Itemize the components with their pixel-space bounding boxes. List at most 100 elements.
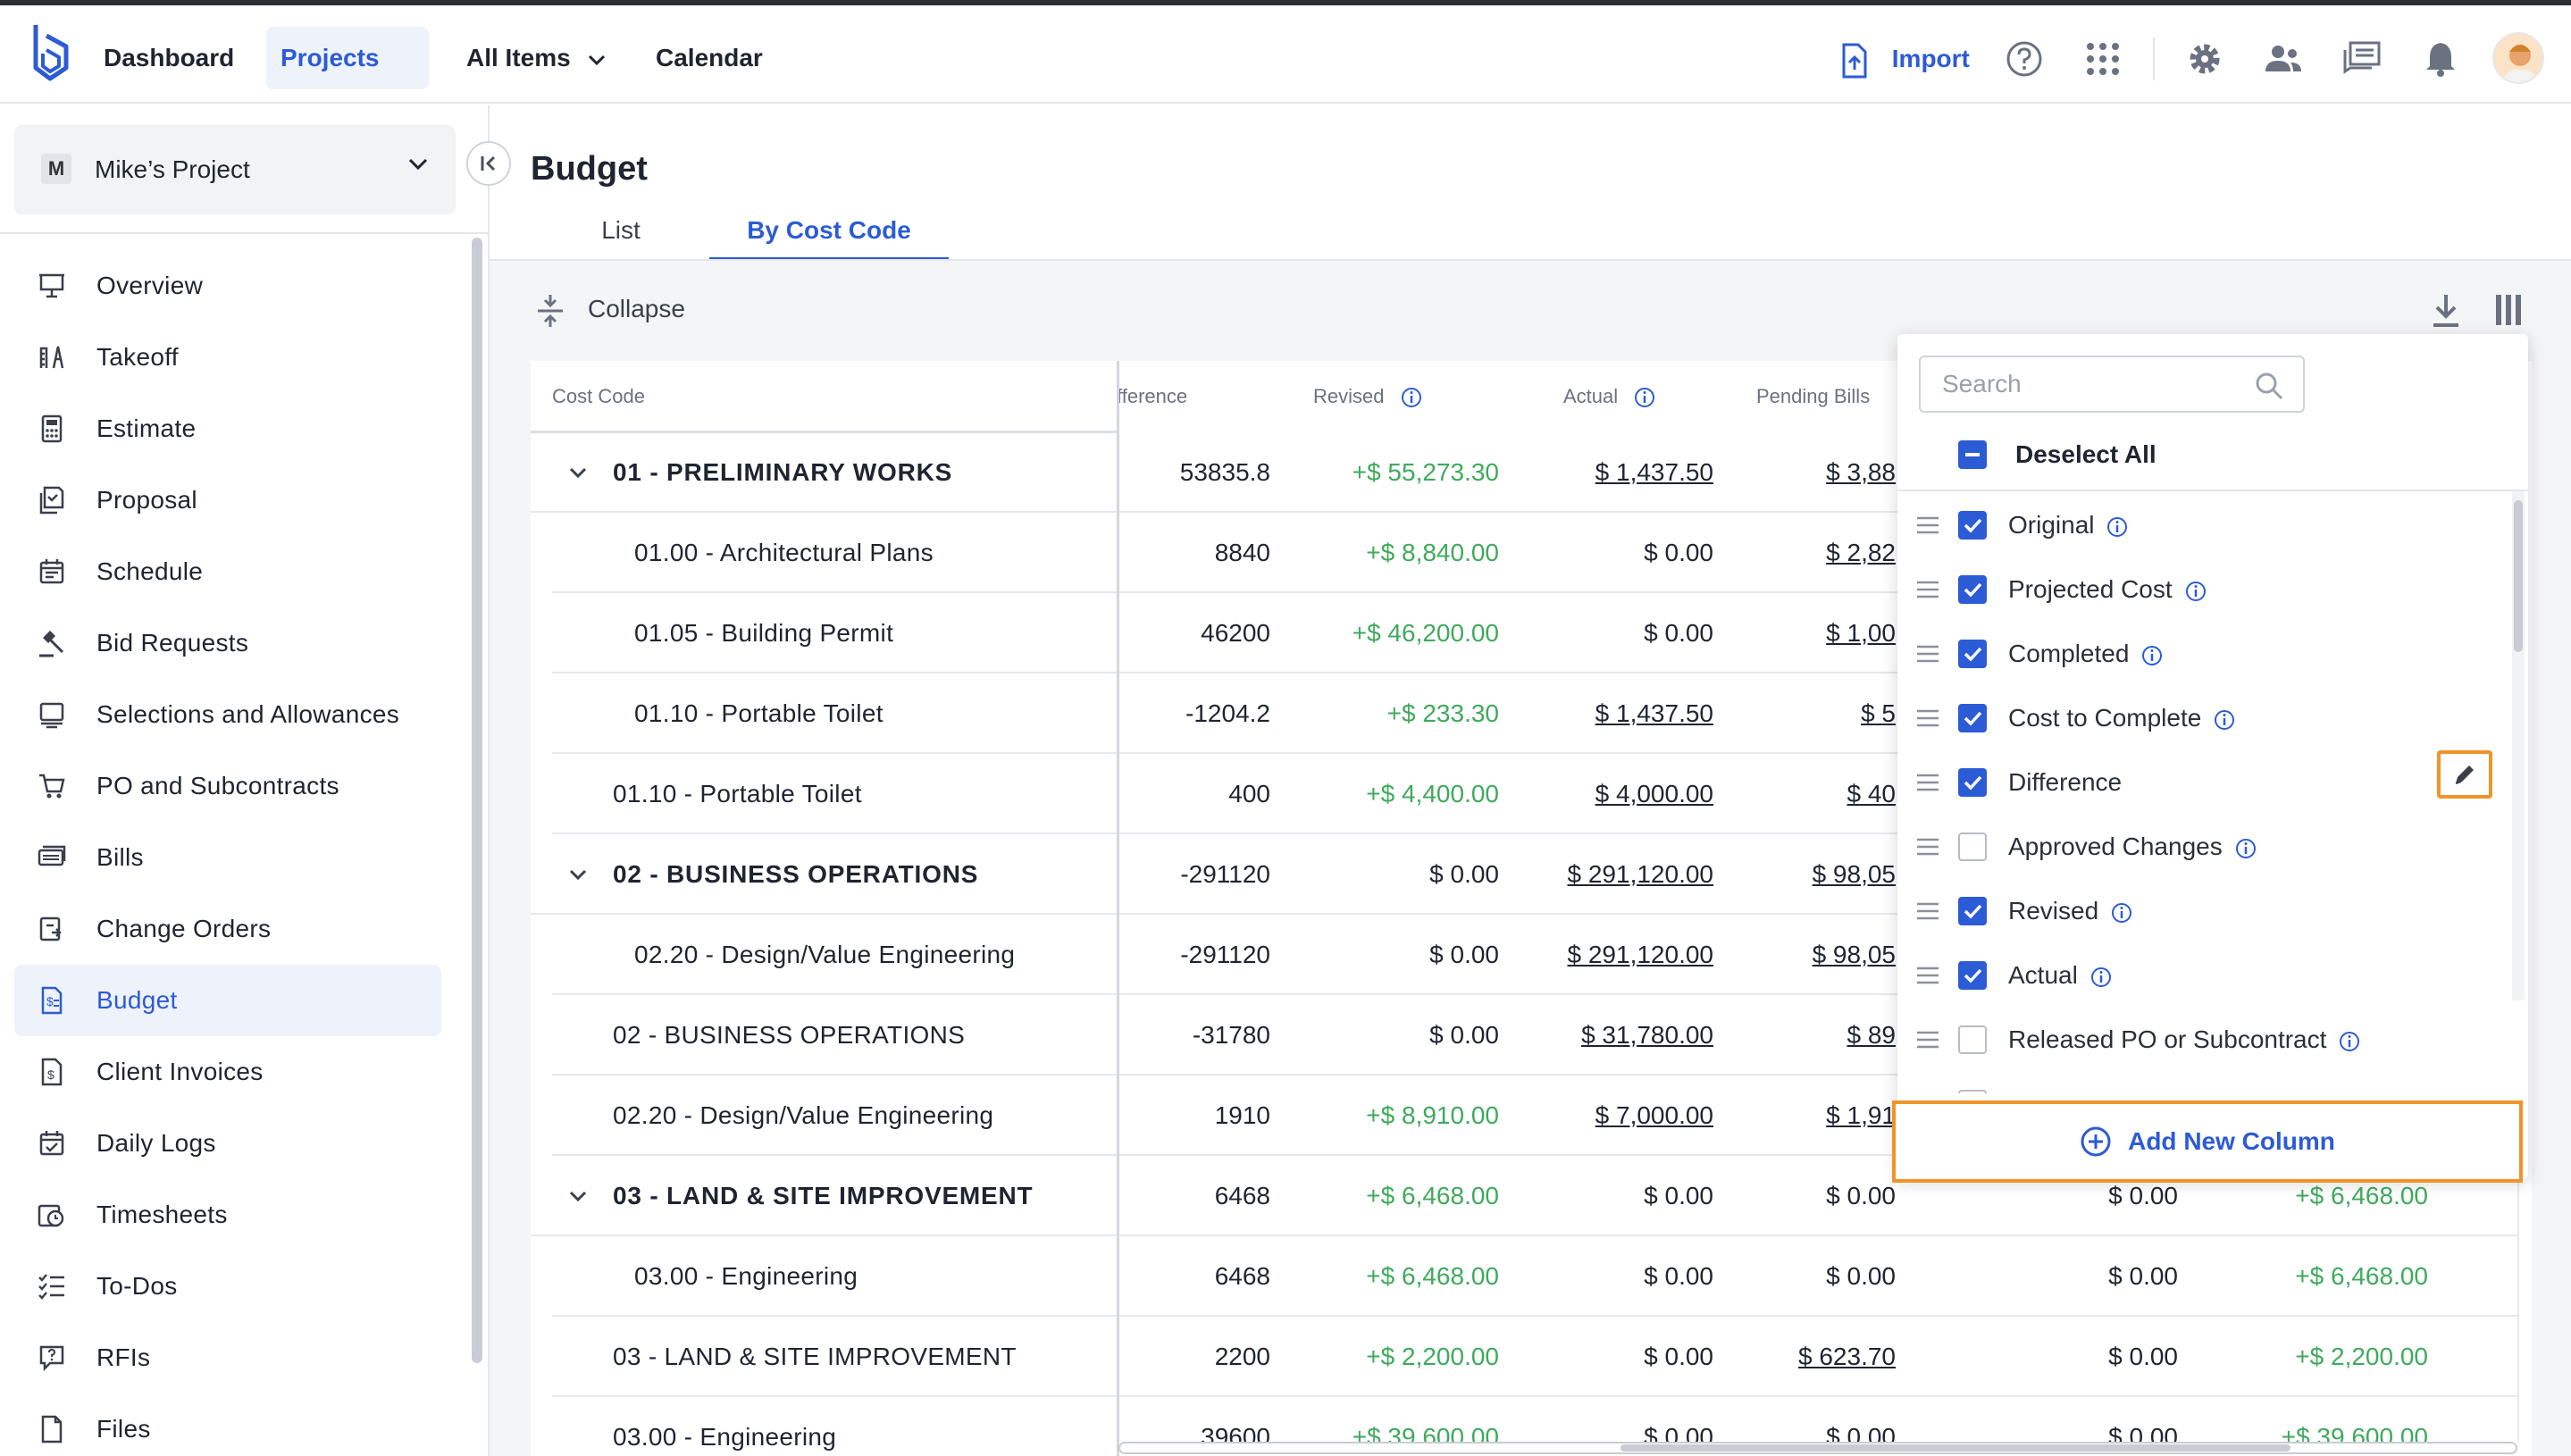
panel-scrollbar-thumb[interactable] <box>2514 500 2523 652</box>
messages-icon[interactable] <box>2341 38 2383 80</box>
cell-pending-bills[interactable]: $ 623.70 <box>1798 1343 1896 1370</box>
collapse-sidebar-button[interactable] <box>466 141 511 186</box>
scrollbar-thumb[interactable] <box>1620 1444 2290 1452</box>
sidebar-item-change-orders[interactable]: Change Orders <box>14 893 441 965</box>
table-row[interactable]: 02 - BUSINESS OPERATIONS -291120 $ 0.00 $ 2… <box>531 834 2517 915</box>
checked-checkbox[interactable] <box>1958 511 1987 540</box>
chevron-down-icon[interactable] <box>568 466 588 479</box>
add-new-column-button[interactable]: Add New Column <box>1892 1100 2523 1183</box>
nav-all-items[interactable]: All Items <box>452 27 620 89</box>
sidebar-item-to-dos[interactable]: To-Dos <box>14 1251 441 1322</box>
cell-actual[interactable]: $ 1,437.50 <box>1595 458 1713 486</box>
checked-checkbox[interactable] <box>1958 640 1987 668</box>
column-header-revised[interactable]: Revised <box>1313 370 1422 423</box>
info-icon[interactable] <box>2111 902 2132 924</box>
column-option-pending-po-or-subcontract[interactable]: Pending PO or Subcontract <box>1897 1072 2514 1093</box>
sidebar-item-bid-requests[interactable]: Bid Requests <box>14 607 441 679</box>
tab-list[interactable]: List <box>601 216 641 244</box>
chevron-down-icon[interactable] <box>568 1190 588 1202</box>
info-icon[interactable] <box>1634 387 1655 408</box>
table-row[interactable]: 01.00 - Architectural Plans 8840 +$ 8,840.… <box>531 513 2517 593</box>
sidebar-scrollbar[interactable] <box>472 238 482 1363</box>
info-icon[interactable] <box>2235 838 2257 859</box>
help-icon[interactable] <box>2003 38 2046 80</box>
indeterminate-checkbox-icon[interactable] <box>1958 440 1987 469</box>
column-header-actual[interactable]: Actual <box>1563 370 1655 423</box>
table-row[interactable]: 01.10 - Portable Toilet 400 +$ 4,400.00 $ 4… <box>531 754 2517 834</box>
drag-handle-icon[interactable] <box>1915 901 1940 921</box>
checked-checkbox[interactable] <box>1958 704 1987 732</box>
cell-actual[interactable]: $ 291,120.00 <box>1567 941 1714 968</box>
info-icon[interactable] <box>2339 1031 2360 1052</box>
collapse-rows-icon[interactable] <box>536 293 565 329</box>
settings-gear-icon[interactable] <box>2183 38 2226 80</box>
column-header-pending-bills[interactable]: Pending Bills <box>1756 385 1871 407</box>
drag-handle-icon[interactable] <box>1915 515 1940 535</box>
drag-handle-icon[interactable] <box>1915 644 1940 664</box>
table-row[interactable]: 03 - LAND & SITE IMPROVEMENT 6468 +$ 6,468… <box>531 1156 2517 1236</box>
chevron-down-icon[interactable] <box>568 868 588 881</box>
column-header-difference[interactable]: fference <box>1117 385 1188 407</box>
info-icon[interactable] <box>2090 966 2112 988</box>
cell-pending-bills[interactable]: $ 98,05 <box>1812 941 1896 968</box>
info-icon[interactable] <box>1401 387 1422 408</box>
cell-pending-bills[interactable]: $ 1,91 <box>1826 1101 1896 1129</box>
cell-actual[interactable]: $ 31,780.00 <box>1581 1021 1713 1049</box>
cell-pending-bills[interactable]: $ 98,05 <box>1812 860 1896 888</box>
column-option-projected-cost[interactable]: Projected Cost <box>1897 557 2514 622</box>
info-icon[interactable] <box>2214 709 2235 731</box>
drag-handle-icon[interactable] <box>1915 837 1940 857</box>
table-row[interactable]: 02.20 - Design/Value Engineering 1910 +$ 8… <box>531 1075 2517 1156</box>
column-search-input[interactable] <box>1922 359 2244 409</box>
cell-actual[interactable]: $ 1,437.50 <box>1595 699 1713 727</box>
drag-handle-icon[interactable] <box>1915 966 1940 985</box>
import-button[interactable]: Import <box>1840 38 1970 80</box>
cell-pending-bills[interactable]: $ 5 <box>1861 699 1896 727</box>
sidebar-item-bills[interactable]: Bills <box>14 822 441 893</box>
column-option-difference[interactable]: Difference <box>1897 750 2514 815</box>
table-row[interactable]: 02 - BUSINESS OPERATIONS -31780 $ 0.00 $ 31… <box>531 995 2517 1075</box>
sidebar-item-estimate[interactable]: Estimate <box>14 393 441 464</box>
sidebar-item-proposal[interactable]: Proposal <box>14 464 441 536</box>
drag-handle-icon[interactable] <box>1915 773 1940 792</box>
column-option-actual[interactable]: Actual <box>1897 943 2514 1008</box>
info-icon[interactable] <box>2185 581 2207 602</box>
cell-actual[interactable]: $ 4,000.00 <box>1595 780 1713 807</box>
nav-calendar[interactable]: Calendar <box>656 44 763 71</box>
nav-projects[interactable]: Projects <box>266 27 429 128</box>
column-option-revised[interactable]: Revised <box>1897 879 2514 943</box>
columns-settings-icon[interactable] <box>2494 293 2523 327</box>
checked-checkbox[interactable] <box>1958 575 1987 604</box>
edit-column-button[interactable] <box>2437 750 2492 799</box>
sidebar-item-overview[interactable]: Overview <box>14 250 441 322</box>
app-logo-icon[interactable] <box>29 21 71 86</box>
sidebar-item-budget[interactable]: $ Budget <box>14 965 441 1036</box>
column-option-completed[interactable]: Completed <box>1897 622 2514 686</box>
unchecked-checkbox[interactable] <box>1958 1025 1987 1054</box>
deselect-all-toggle[interactable]: Deselect All <box>1958 432 2156 477</box>
column-search-field[interactable] <box>1919 356 2305 413</box>
column-option-approved-changes[interactable]: Approved Changes <box>1897 815 2514 879</box>
project-selector[interactable]: M Mike’s Project <box>14 125 456 214</box>
cell-pending-bills[interactable]: $ 1,00 <box>1826 619 1896 647</box>
cell-pending-bills[interactable]: $ 89 <box>1847 1021 1897 1049</box>
nav-dashboard[interactable]: Dashboard <box>104 44 235 71</box>
sidebar-item-timesheets[interactable]: Timesheets <box>14 1179 441 1251</box>
cell-pending-bills[interactable]: $ 2,82 <box>1826 539 1896 566</box>
unchecked-checkbox[interactable] <box>1958 833 1987 861</box>
table-row[interactable]: 01.10 - Portable Toilet -1204.2 +$ 233.30 $… <box>531 674 2517 754</box>
info-icon[interactable] <box>2106 516 2128 538</box>
sidebar-item-schedule[interactable]: Schedule <box>14 536 441 607</box>
cell-actual[interactable]: $ 7,000.00 <box>1595 1101 1713 1129</box>
info-icon[interactable] <box>2141 645 2163 666</box>
panel-scrollbar[interactable] <box>2512 491 2525 1000</box>
table-row[interactable]: 01.05 - Building Permit 46200 +$ 46,200.00… <box>531 593 2517 674</box>
table-row[interactable]: 01 - PRELIMINARY WORKS 53835.8 +$ 55,273.3… <box>531 432 2517 513</box>
column-option-cost-to-complete[interactable]: Cost to Complete <box>1897 686 2514 750</box>
sidebar-item-po-and-subcontracts[interactable]: PO and Subcontracts <box>14 750 441 822</box>
column-option-original[interactable]: Original <box>1897 493 2514 557</box>
notifications-bell-icon[interactable] <box>2419 38 2462 80</box>
apps-grid-icon[interactable] <box>2081 38 2124 80</box>
checked-checkbox[interactable] <box>1958 768 1987 797</box>
checked-checkbox[interactable] <box>1958 961 1987 990</box>
